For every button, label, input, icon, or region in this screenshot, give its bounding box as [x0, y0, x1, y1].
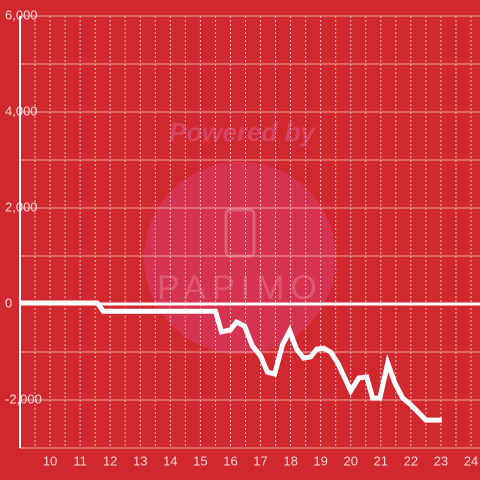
- x-tick-label: 21: [374, 453, 388, 468]
- watermark-logo: [144, 162, 336, 354]
- watermark-text: PAPIMO: [157, 269, 323, 307]
- x-tick-label: 20: [343, 453, 357, 468]
- x-tick-label: 11: [73, 453, 87, 468]
- x-tick-label: 17: [253, 453, 267, 468]
- x-tick-label: 19: [313, 453, 327, 468]
- x-tick-label: 22: [404, 453, 418, 468]
- y-tick-label: 4,000: [5, 103, 38, 118]
- x-tick-label: 15: [193, 453, 207, 468]
- x-tick-label: 10: [43, 453, 57, 468]
- watermark-text: Powered by: [169, 117, 316, 147]
- y-tick-label: 6,000: [5, 7, 38, 22]
- series-line: [20, 300, 442, 423]
- x-tick-label: 18: [283, 453, 297, 468]
- y-tick-label: 0: [5, 295, 12, 310]
- x-tick-label: 13: [133, 453, 147, 468]
- x-tick-label: 12: [103, 453, 117, 468]
- x-tick-label: 14: [163, 453, 177, 468]
- y-tick-label: 2,000: [5, 199, 38, 214]
- x-tick-label: 24: [464, 453, 478, 468]
- x-tick-label: 23: [434, 453, 448, 468]
- x-tick-label: 16: [223, 453, 237, 468]
- y-tick-label: -2,000: [5, 391, 42, 406]
